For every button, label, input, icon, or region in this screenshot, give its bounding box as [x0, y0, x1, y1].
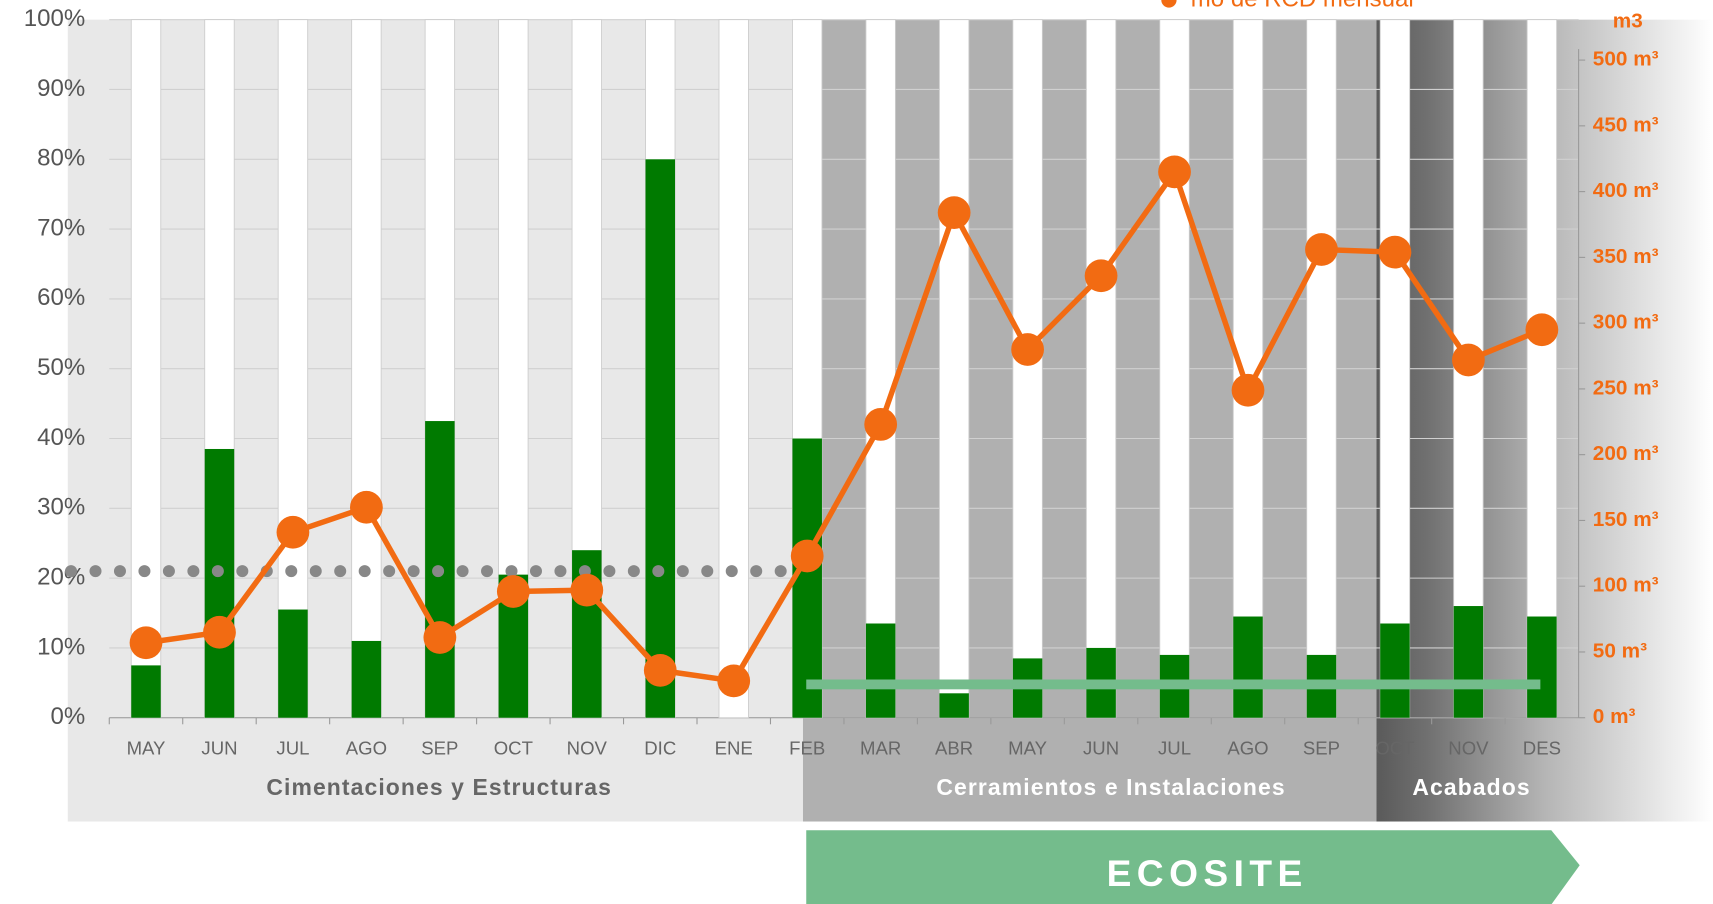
bar-track: [1085, 19, 1117, 719]
y-tick-label: 90%: [37, 75, 85, 102]
bar: [1453, 606, 1484, 718]
x-tick-label: AGO: [346, 737, 387, 758]
y-tick-label: 30%: [37, 494, 85, 521]
x-tick-label: OCT: [1375, 737, 1414, 758]
x-tick-label: ENE: [715, 737, 753, 758]
x-tick-label: ABR: [935, 737, 973, 758]
phase-label: Acabados: [1412, 774, 1530, 800]
y-tick-label: 100%: [24, 5, 85, 32]
bar-track: [351, 19, 382, 719]
x-tick-label: DIC: [644, 737, 676, 758]
point: [643, 654, 677, 687]
point: [423, 621, 457, 654]
point: [1452, 343, 1485, 377]
bar: [278, 609, 308, 718]
point: [717, 664, 751, 698]
y2-tick-label: 100 m³: [1593, 574, 1659, 597]
point: [1011, 333, 1044, 366]
y-tick-label: 50%: [37, 354, 85, 381]
bar-track: [1012, 19, 1043, 719]
bar: [204, 448, 235, 718]
x-tick-label: MAY: [127, 737, 166, 758]
x-tick-label: FEB: [789, 737, 825, 758]
x-tick-label: JUN: [1083, 737, 1119, 758]
bar: [1527, 616, 1557, 718]
y2-tick-label: 350 m³: [1593, 245, 1659, 268]
point: [790, 539, 824, 573]
x-tick-label: SEP: [1303, 737, 1340, 758]
point: [496, 575, 530, 608]
bar-track: [718, 19, 749, 719]
bar-track: [130, 19, 162, 719]
x-tick-label: AGO: [1227, 737, 1268, 758]
bar: [1380, 623, 1410, 718]
bar: [645, 159, 676, 718]
bar-track: [1159, 19, 1190, 719]
bar-track: [1379, 19, 1411, 719]
bar: [351, 640, 382, 718]
point: [937, 196, 971, 230]
point: [1158, 155, 1191, 189]
bar: [939, 693, 969, 718]
line: [145, 165, 1543, 684]
y2-tick-label: 500 m³: [1593, 48, 1659, 71]
legend-marker: [1161, 0, 1177, 8]
bar-track: [1526, 19, 1558, 719]
bar-track: [938, 19, 970, 719]
phase-label: Cimentaciones y Estructuras: [266, 774, 612, 800]
y2-tick-label: 300 m³: [1593, 311, 1659, 334]
point: [1525, 313, 1559, 347]
point: [1378, 235, 1412, 269]
y2-tick-label: 50 m³: [1593, 639, 1647, 662]
y-tick-label: 70%: [37, 214, 85, 241]
x-tick-label: JUL: [1158, 737, 1191, 758]
phase-label: Cerramientos e Instalaciones: [936, 774, 1285, 800]
point: [1084, 259, 1118, 293]
point: [203, 615, 236, 649]
point: [864, 408, 898, 441]
plot: 0% 10% 20% 30% 40% 50% 60% 70% 80% 90% 100% 0 m³ 50 …: [24, 5, 1659, 758]
x-tick-label: NOV: [567, 737, 608, 758]
x-tick-label: JUL: [276, 737, 309, 758]
y2-tick-label: 200 m³: [1593, 442, 1659, 465]
x-tick-label: MAY: [1008, 737, 1047, 758]
y2-tick-label: 0 m³: [1593, 705, 1636, 728]
point: [1305, 233, 1338, 266]
point: [1231, 373, 1265, 407]
y-tick-label: 10%: [37, 633, 85, 660]
bar: [131, 665, 161, 718]
y2-tick-label: 150 m³: [1593, 508, 1659, 531]
y-tick-label: 0%: [51, 703, 86, 730]
y-tick-label: 80%: [37, 145, 85, 172]
point: [276, 515, 310, 549]
phase-bar: [806, 679, 1541, 690]
y-tick-label: 60%: [37, 284, 85, 311]
bar-track: [277, 19, 309, 719]
x-tick-label: DES: [1523, 737, 1561, 758]
banner-text: ECOSITE: [1107, 852, 1308, 894]
bar-track: [865, 19, 896, 719]
x-tick-label: OCT: [494, 737, 533, 758]
banner-arrow: [806, 830, 1580, 904]
x-tick-label: SEP: [421, 737, 458, 758]
bar: [865, 623, 896, 718]
bar: [1233, 616, 1263, 718]
x-tick-label: MAR: [860, 737, 901, 758]
y2-tick-label: 250 m³: [1593, 376, 1659, 399]
point: [350, 490, 383, 524]
x-tick-label: JUN: [201, 737, 237, 758]
point: [129, 626, 163, 660]
y2-title: m3: [1613, 9, 1643, 32]
bar: [792, 438, 822, 718]
y2-tick-label: 400 m³: [1593, 179, 1659, 202]
y-tick-label: 20%: [37, 563, 85, 590]
x-tick-label: NOV: [1448, 737, 1489, 758]
legend-label: mo de RCD mensual: [1191, 0, 1414, 12]
y2-tick-label: 450 m³: [1593, 113, 1659, 136]
y-tick-label: 40%: [37, 424, 85, 451]
point: [570, 573, 604, 607]
bar-track: [1306, 19, 1337, 719]
